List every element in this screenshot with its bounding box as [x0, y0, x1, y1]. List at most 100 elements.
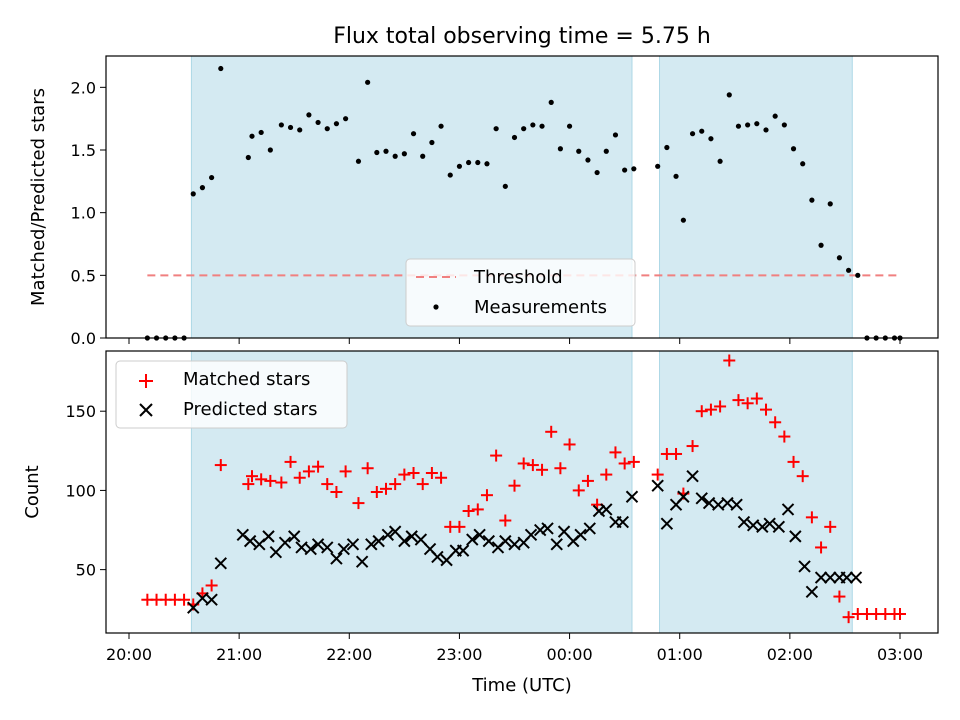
predicted-star-point	[337, 542, 350, 556]
predicted-star-stroke	[574, 528, 587, 541]
y-tick-label: 100	[65, 481, 96, 500]
measurement-point	[530, 122, 536, 128]
matched-star-point	[293, 471, 306, 484]
predicted-star-point	[814, 571, 828, 584]
matched-star-point	[778, 430, 791, 443]
y-tick-label: 0.0	[71, 329, 96, 348]
measurement-point	[846, 267, 852, 273]
measurement-point	[717, 158, 723, 164]
measurement-point	[420, 153, 426, 159]
predicted-star-point	[482, 534, 496, 548]
matched-star-point	[255, 473, 268, 486]
shaded-interval	[659, 55, 853, 339]
predicted-star-point	[772, 520, 786, 534]
predicted-star-point	[304, 542, 317, 556]
matched-star-point	[787, 455, 800, 468]
measurement-point	[735, 123, 742, 129]
predicted-star-stroke	[205, 593, 218, 606]
matched-legend-swatch	[139, 374, 153, 388]
top-legend: Threshold Measurements	[405, 258, 636, 327]
predicted-star-stroke	[712, 498, 725, 511]
matched-star-point	[352, 497, 365, 510]
matched-star-point	[627, 455, 640, 468]
measurement-point	[726, 92, 732, 98]
matched-star-point	[686, 440, 699, 453]
measurement-point	[622, 167, 628, 173]
predicted-star-point	[330, 552, 343, 565]
matched-star-point	[563, 438, 576, 451]
measurement-point	[456, 163, 463, 169]
bottom-legend: Matched stars Predicted stars	[115, 360, 348, 429]
bottom-legend-box	[115, 360, 348, 429]
measurement-point	[818, 242, 824, 248]
predicted-star-point	[550, 538, 563, 551]
matched-star-point	[894, 607, 906, 620]
measurement-point	[585, 157, 591, 163]
measurement-point	[511, 134, 518, 141]
measurement-point	[297, 127, 303, 133]
predicted-star-stroke	[651, 479, 664, 492]
chart-title: Flux total observing time = 5.75 h	[333, 24, 711, 49]
measurement-point	[754, 121, 760, 127]
measurement-point	[800, 161, 806, 167]
measurement-point	[429, 139, 435, 146]
bottom-y-axis: 50 100 150	[65, 402, 106, 580]
matched-star-point	[178, 593, 191, 606]
predicted-star-stroke	[423, 542, 437, 556]
top-shaded-regions	[190, 55, 853, 339]
measurement-point	[447, 172, 453, 178]
predicted-star-stroke	[583, 522, 596, 535]
measurement-point	[855, 272, 861, 278]
predicted-star-stroke	[214, 557, 227, 570]
y-tick-label: 0.5	[71, 266, 96, 285]
predicted-star-stroke	[187, 601, 200, 614]
matched-star-point	[245, 470, 258, 483]
measurement-point	[392, 153, 398, 159]
predicted-star-stroke	[763, 517, 776, 530]
x-tick-label: 02:00	[767, 645, 813, 664]
matched-star-point	[339, 465, 352, 478]
predicted-star-stroke	[346, 538, 360, 551]
x-tick-label: 01:00	[657, 645, 703, 664]
predicted-star-point	[321, 541, 334, 554]
matched-star-point	[480, 489, 493, 502]
matched-star-point	[471, 503, 484, 516]
measurement-point	[258, 129, 264, 136]
predicted-star-stroke	[372, 534, 385, 548]
measurement-point	[475, 159, 481, 166]
predicted-star-stroke	[440, 553, 453, 567]
predicted-star-stroke	[262, 530, 275, 543]
predicted-star-point	[414, 533, 428, 546]
measurements-legend-swatch	[433, 304, 439, 310]
predicted-star-stroke	[431, 550, 444, 564]
matched-star-point	[833, 590, 846, 603]
predicted-star-point	[398, 534, 411, 548]
measurement-point	[548, 99, 554, 105]
predicted-star-point	[730, 498, 743, 511]
measurement-point	[199, 185, 206, 191]
y-tick-label: 150	[65, 402, 96, 421]
matched-star-point	[508, 479, 521, 492]
y-tick-label: 1.0	[71, 204, 96, 223]
matched-star-point	[435, 471, 448, 484]
predicted-star-point	[756, 520, 769, 534]
predicted-star-stroke	[805, 585, 819, 599]
predicted-star-point	[466, 533, 479, 546]
matched-star-point	[321, 478, 334, 491]
matched-star-point	[759, 403, 772, 416]
predicted-star-point	[440, 553, 453, 567]
predicted-star-stroke	[365, 538, 378, 551]
bottom-y-axis-label: Count	[22, 465, 43, 518]
predicted-star-stroke	[849, 571, 863, 584]
measurement-point	[383, 148, 389, 154]
threshold-legend-label: Threshold	[473, 267, 563, 288]
predicted-star-point	[205, 593, 218, 606]
matched-star-point	[670, 447, 683, 460]
predicted-star-stroke	[482, 534, 496, 548]
measurement-point	[745, 122, 751, 128]
measurement-point	[333, 121, 340, 127]
measurement-point	[603, 148, 609, 154]
matched-star-point	[695, 405, 708, 418]
predicted-star-stroke	[824, 571, 837, 584]
predicted-star-point	[600, 503, 613, 516]
